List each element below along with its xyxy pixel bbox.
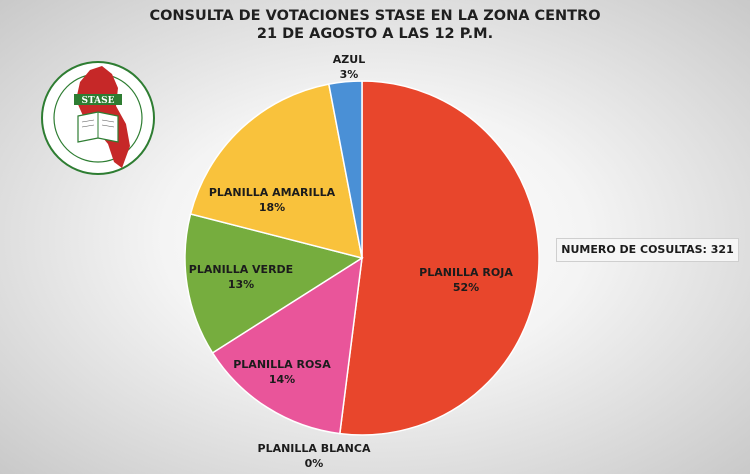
pie-labels: PLANILLA ROJA 52% PLANILLA BLANCA 0% PLANILL… (189, 53, 514, 470)
data-label-planilla-blanca: PLANILLA BLANCA 0% (258, 442, 371, 470)
consult-count-box: NUMERO DE COSULTAS: 321 (556, 238, 739, 262)
pie-slice-planilla-amarilla (189, 83, 363, 260)
data-label-planilla-roja: PLANILLA ROJA 52% (419, 266, 513, 294)
pie-slice-planilla-rosa (211, 256, 363, 435)
data-label-planilla-verde: PLANILLA VERDE 13% (189, 263, 293, 291)
data-label-planilla-rosa: PLANILLA ROSA 14% (233, 358, 331, 386)
chart-title: CONSULTA DE VOTACIONES STASE EN LA ZONA … (0, 7, 750, 43)
stase-logo-icon: STASE (41, 61, 155, 175)
data-label-azul: AZUL 3% (333, 53, 365, 81)
data-label-planilla-amarilla: PLANILLA AMARILLA 18% (209, 186, 336, 214)
chart-title-line-2: 21 DE AGOSTO A LAS 12 P.M. (256, 26, 494, 42)
pie-slices (184, 80, 540, 436)
pie-slice-planilla-verde (184, 213, 364, 354)
stase-logo: STASE (38, 58, 158, 182)
svg-text:STASE: STASE (81, 96, 114, 106)
chart-title-line-1: CONSULTA DE VOTACIONES STASE EN LA ZONA … (149, 8, 601, 24)
pie-slice-azul (327, 80, 363, 259)
pie-slice-planilla-roja (338, 80, 540, 436)
